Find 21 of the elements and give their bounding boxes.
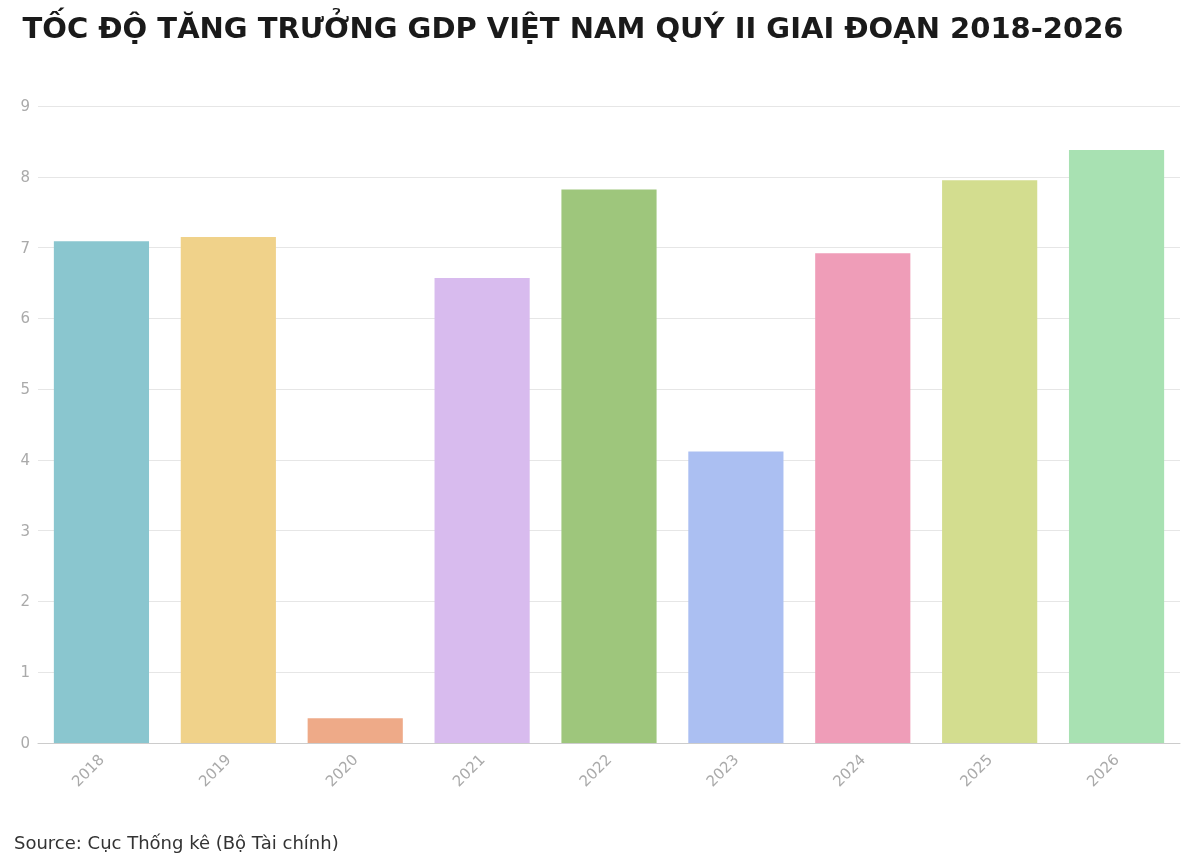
bar xyxy=(53,241,150,743)
y-tick-label: 5 xyxy=(20,380,30,399)
y-tick-label: 8 xyxy=(20,167,30,186)
bar xyxy=(561,189,657,743)
bar xyxy=(1068,149,1165,743)
source-note: Source: Cục Thống kê (Bộ Tài chính) xyxy=(14,831,339,853)
y-tick-label: 2 xyxy=(20,592,30,611)
y-tick-label: 6 xyxy=(20,309,30,328)
y-tick-label: 4 xyxy=(20,450,30,469)
bar xyxy=(180,236,276,743)
chart-title: TỐC ĐỘ TĂNG TRƯỞNG GDP VIỆT NAM QUÝ II GIAI ĐOẠN 2018-2026 xyxy=(22,6,1124,45)
y-tick-label: 0 xyxy=(20,734,30,752)
bar xyxy=(307,718,403,743)
bar xyxy=(434,277,530,743)
y-tick-label: 3 xyxy=(20,521,30,540)
y-tick-label: 1 xyxy=(20,663,30,682)
bar xyxy=(942,180,1038,743)
bar xyxy=(815,253,911,743)
bar xyxy=(688,451,784,743)
y-tick-label: 9 xyxy=(20,97,30,115)
y-tick-label: 7 xyxy=(20,238,30,257)
